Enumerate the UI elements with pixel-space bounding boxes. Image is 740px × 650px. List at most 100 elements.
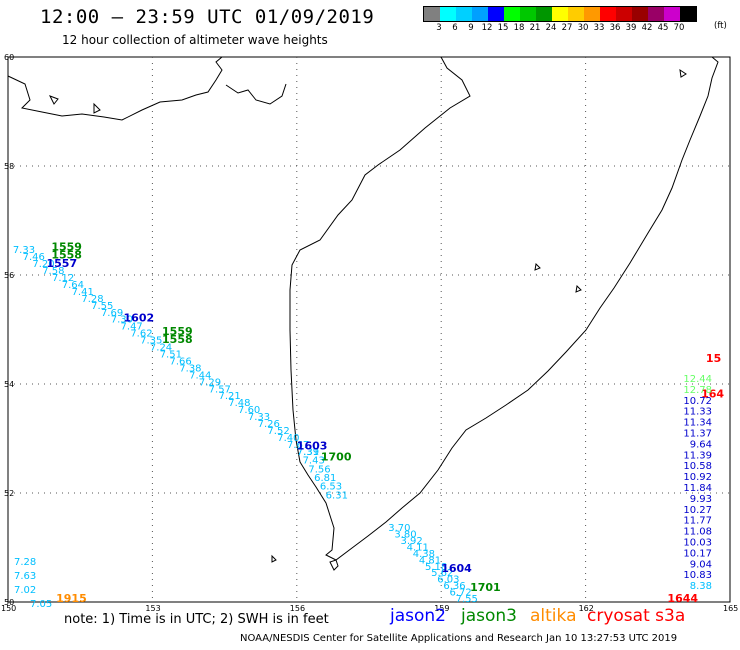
pass-time-label: 1604	[441, 562, 472, 575]
east-reading: 10.83	[683, 570, 712, 581]
west-reading: 7.05	[30, 599, 52, 610]
east-reading: 10.58	[683, 461, 712, 472]
legend-swatch	[552, 7, 568, 21]
wave-height-reading: 7.55	[91, 301, 113, 312]
wave-height-reading: 6.36	[443, 581, 465, 592]
east-reading: 9.93	[690, 494, 712, 505]
lon-label: 159	[434, 604, 449, 613]
pass-time-label: 1558	[51, 249, 82, 262]
wave-height-reading: 7.66	[169, 356, 191, 367]
east-reading: 11.33	[683, 407, 712, 418]
legend-tick-label: 45	[657, 23, 669, 33]
wave-height-reading: 7.39	[297, 447, 319, 458]
wave-height-reading: 7.43	[303, 456, 325, 467]
legend-swatch	[520, 7, 536, 21]
legend-tick-label: 15	[497, 23, 509, 33]
wave-height-reading: 7.20	[32, 259, 54, 270]
legend-tick-label: 36	[609, 23, 621, 33]
legend-swatch	[488, 7, 504, 21]
color-legend: 3 6 9 12 15 18 21 24 27 30 33 36 39 42 45 70 (ft)	[423, 6, 727, 34]
magadan-coastline	[7, 56, 223, 121]
pass-time-label: 1644	[667, 592, 698, 605]
wave-height-reading: 7.48	[228, 398, 250, 409]
east-reading: 12.44	[683, 374, 712, 385]
legend-swatch	[600, 7, 616, 21]
coastlines	[7, 56, 719, 571]
pass-time-label: 164	[701, 388, 724, 401]
legend-tick-label: 42	[641, 23, 653, 33]
wave-height-reading: 4.38	[413, 549, 435, 560]
wave-height-reading: 7.33	[13, 245, 35, 256]
legend-unit: (ft)	[714, 21, 727, 31]
legend-tick-label: 70	[673, 23, 685, 33]
east-reading: 9.64	[690, 439, 712, 450]
pass-time-label: 1558	[162, 333, 193, 346]
wave-height-reading: 6.31	[326, 490, 348, 501]
wave-height-reading: 7.46	[23, 252, 45, 263]
lat-label: 56	[4, 271, 14, 280]
wave-height-reading: 7.56	[308, 464, 330, 475]
wave-height-reading: 7.40	[277, 433, 299, 444]
island-5	[679, 68, 687, 78]
wave-height-reading: 7.38	[179, 363, 201, 374]
lat-label: 52	[4, 489, 14, 498]
wave-height-reading: 6.03	[437, 575, 459, 586]
east-reading: 9.04	[690, 559, 712, 570]
east-reading: 10.92	[683, 472, 712, 483]
east-readings: 12.4412.7810.7211.3311.3411.379.6411.391…	[683, 374, 712, 592]
lon-label: 153	[145, 604, 160, 613]
footer-note: note: 1) Time is in UTC; 2) SWH is in fe…	[64, 612, 329, 627]
legend-swatch	[440, 7, 456, 21]
lat-label: 50	[4, 598, 14, 607]
legend-swatch	[664, 7, 680, 21]
wave-height-reading: 7.33	[248, 412, 270, 423]
wave-height-reading: 5.62	[431, 568, 453, 579]
wave-height-reading: 7.12	[52, 273, 74, 284]
legend-swatch	[584, 7, 600, 21]
legend-swatch	[648, 7, 664, 21]
legend-swatch	[424, 7, 440, 21]
legend-swatch	[680, 7, 696, 21]
wave-height-reading: 7.29	[199, 377, 221, 388]
legend-swatch	[616, 7, 632, 21]
wave-height-reading: 7.57	[209, 384, 231, 395]
legend-tick-label: 30	[577, 23, 589, 33]
legend-swatch	[456, 7, 472, 21]
legend-tick-label: 12	[481, 23, 493, 33]
wave-height-reading: 3.80	[394, 530, 416, 541]
wave-height-reading: 7.24	[150, 343, 172, 354]
wave-height-reading: 7.47	[121, 322, 143, 333]
wave-height-reading: 7.64	[62, 280, 84, 291]
wave-height-reading: 7.51	[160, 350, 182, 361]
wave-height-reading: 7.31	[297, 447, 319, 458]
wave-height-reading: 7.28	[81, 294, 103, 305]
legend-swatch	[472, 7, 488, 21]
wave-height-reading: 7.41	[72, 287, 94, 298]
satellite-jason2: jason2	[390, 606, 446, 626]
wave-height-reading: 4.81	[419, 555, 441, 566]
wave-height-reading: 7.30	[111, 315, 133, 326]
legend-tick-label: 3	[436, 23, 442, 33]
pass-time-label: 1557	[47, 257, 78, 270]
legend-tick-label: 6	[452, 23, 458, 33]
map-title: 12:00 – 23:59 UTC 01/09/2019	[40, 6, 375, 28]
pass-time-label: 1559	[51, 240, 82, 253]
wave-height-reading: 7.26	[258, 419, 280, 430]
legend-swatch	[632, 7, 648, 21]
west-reading: 7.02	[14, 585, 36, 596]
legend-ticks: 3 6 9 12 15 18 21 24 27 30 33 36 39 42 45 70	[423, 22, 697, 34]
wave-height-reading: 4.11	[407, 542, 429, 553]
lat-label: 54	[4, 380, 14, 389]
coast-inlet	[225, 83, 287, 105]
lon-label: 150	[1, 604, 16, 613]
east-reading: 8.38	[690, 581, 712, 592]
east-reading: 11.37	[683, 429, 712, 440]
legend-swatch	[536, 7, 552, 21]
east-reading: 10.17	[683, 548, 712, 559]
legend-tick-label: 18	[513, 23, 525, 33]
wave-height-reading: 5.18	[425, 562, 447, 573]
pass-time-label: 1915	[56, 592, 87, 605]
credit-line: NOAA/NESDIS Center for Satellite Applica…	[240, 633, 678, 644]
